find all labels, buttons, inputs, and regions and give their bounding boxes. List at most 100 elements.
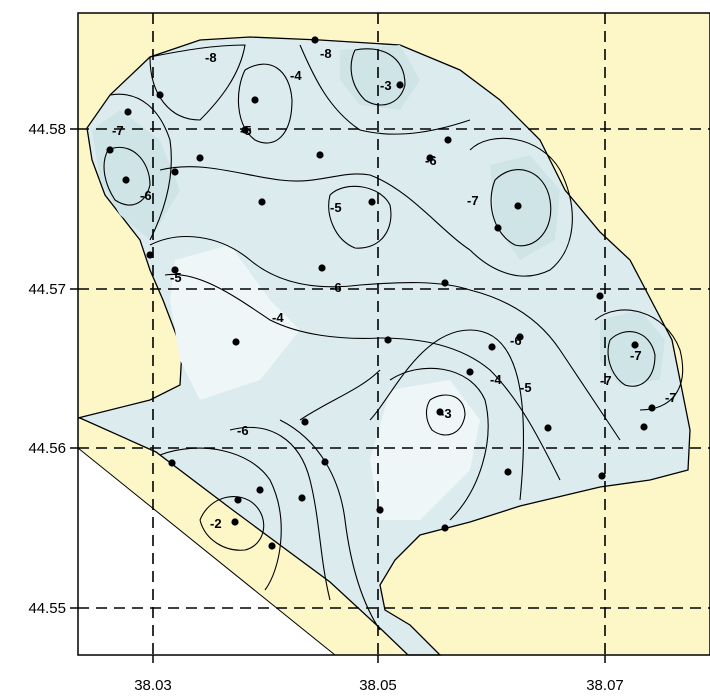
sounding-point xyxy=(321,458,329,466)
contour-label: -6 xyxy=(510,333,522,348)
sounding-point xyxy=(488,343,496,351)
contour-line xyxy=(369,329,524,501)
sounding-point xyxy=(256,486,264,494)
sounding-point xyxy=(258,198,266,206)
contour-line xyxy=(389,367,489,521)
tick-marks xyxy=(70,128,606,663)
sounding-point xyxy=(196,154,204,162)
sounding-point xyxy=(640,423,648,431)
contour-line xyxy=(199,496,265,551)
sounding-point xyxy=(268,542,276,550)
contour-line xyxy=(594,309,684,411)
contour-line xyxy=(350,48,406,106)
x-tick-label: 38.03 xyxy=(134,677,172,694)
contour-line xyxy=(425,394,466,436)
contour-label: -7 xyxy=(630,348,642,363)
sounding-point xyxy=(311,36,319,44)
sounding-point xyxy=(234,496,242,504)
sounding-point xyxy=(122,176,130,184)
sounding-point xyxy=(631,341,639,349)
depth-contours xyxy=(103,44,684,631)
sounding-point xyxy=(514,202,522,210)
sounding-point xyxy=(648,404,656,412)
contour-line xyxy=(299,369,381,421)
y-tick-label: 44.56 xyxy=(28,440,66,457)
sounding-point xyxy=(301,418,309,426)
sounding-point xyxy=(232,338,240,346)
sounding-point xyxy=(441,524,449,532)
sounding-point xyxy=(466,368,474,376)
contour-label: -3 xyxy=(440,406,452,421)
contour-label: -8 xyxy=(320,46,332,61)
sounding-point xyxy=(516,333,524,341)
contour-line xyxy=(159,166,471,251)
contour-label: -6 xyxy=(140,188,152,203)
contour-label: -6 xyxy=(330,280,342,295)
sounding-point xyxy=(504,468,512,476)
sounding-point xyxy=(318,264,326,272)
contour-line xyxy=(328,185,392,249)
contour-line xyxy=(469,137,573,277)
contour-label: -6 xyxy=(425,153,437,168)
y-axis-labels: 44.58 44.57 44.56 44.55 xyxy=(28,121,66,617)
coordinate-grid xyxy=(78,13,710,655)
sounding-point xyxy=(231,518,239,526)
contour-label: -7 xyxy=(467,193,479,208)
sounding-point xyxy=(368,198,376,206)
contour-line xyxy=(149,236,621,441)
contour-line xyxy=(237,63,293,144)
contour-depth-labels: -8 -7 -6 -5 -4 -3 -6 -7 -5 -6 -4 -5 -3 -… xyxy=(112,46,677,531)
sounding-point xyxy=(396,81,404,89)
sounding-point xyxy=(436,408,444,416)
sounding-point xyxy=(598,472,606,480)
contour-line xyxy=(279,419,381,631)
x-axis-labels: 38.03 38.05 38.07 xyxy=(134,677,624,694)
contour-label: -7 xyxy=(600,373,612,388)
sounding-point xyxy=(251,96,259,104)
sounding-point xyxy=(426,154,434,162)
contour-line xyxy=(164,273,561,481)
sounding-point xyxy=(384,336,392,344)
contour-label: -4 xyxy=(490,372,502,387)
contour-label: -8 xyxy=(205,50,217,65)
contour-label: -7 xyxy=(665,390,677,405)
contour-label: -4 xyxy=(290,68,302,83)
y-tick-label: 44.57 xyxy=(28,281,66,298)
contour-label: -5 xyxy=(520,380,532,395)
contour-label: -4 xyxy=(272,310,284,325)
contour-label: -6 xyxy=(237,423,249,438)
sounding-point xyxy=(544,424,552,432)
contour-line xyxy=(607,331,656,387)
x-tick-label: 38.05 xyxy=(359,677,397,694)
sounding-point xyxy=(156,91,164,99)
contour-label: -5 xyxy=(330,200,342,215)
contour-label: -7 xyxy=(112,123,124,138)
sounding-point xyxy=(316,151,324,159)
y-tick-label: 44.58 xyxy=(28,121,66,138)
contour-label: -3 xyxy=(380,78,392,93)
plot-frame xyxy=(77,12,710,656)
contour-line xyxy=(229,426,331,601)
sounding-point xyxy=(171,266,179,274)
contour-label: -5 xyxy=(170,270,182,285)
x-tick-label: 38.07 xyxy=(586,677,624,694)
contour-line xyxy=(149,44,246,121)
sounding-point xyxy=(168,459,176,467)
sounding-point xyxy=(444,136,452,144)
sounding-point xyxy=(106,146,114,154)
sounding-point xyxy=(146,251,154,259)
sounding-point xyxy=(441,279,449,287)
sounding-point xyxy=(124,108,132,116)
sounding-point xyxy=(494,224,502,232)
contour-label: -5 xyxy=(240,123,252,138)
contour-line xyxy=(109,93,172,241)
contour-label: -2 xyxy=(210,516,222,531)
contour-line xyxy=(490,169,552,247)
sounding-point xyxy=(596,292,604,300)
shallow-water-zones xyxy=(170,245,480,520)
y-tick-label: 44.55 xyxy=(28,600,66,617)
sounding-point xyxy=(171,168,179,176)
contour-line xyxy=(103,146,151,206)
sounding-point xyxy=(298,494,306,502)
